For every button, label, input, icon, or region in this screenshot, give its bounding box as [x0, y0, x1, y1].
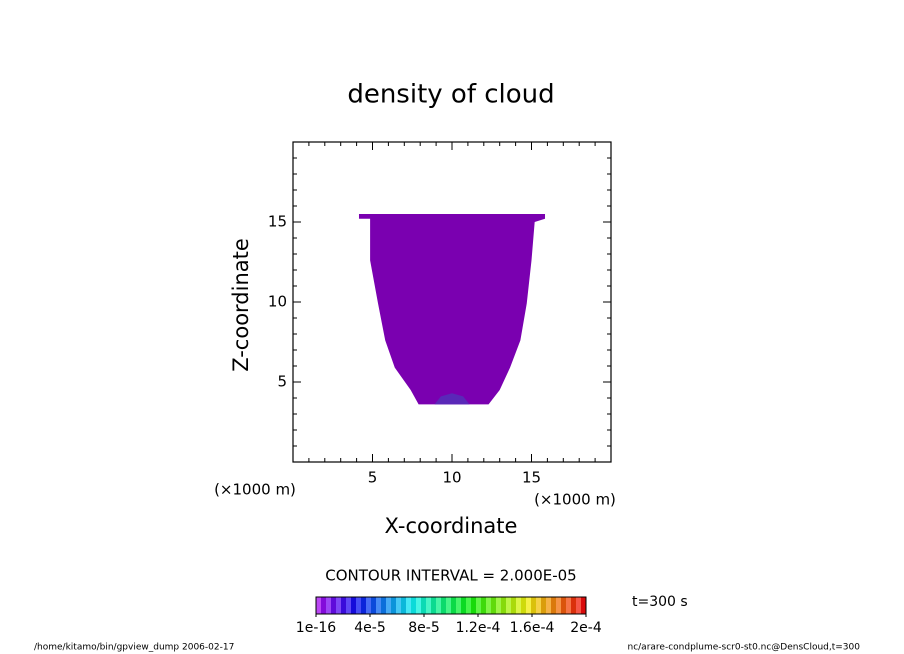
colorbar-swatch	[321, 597, 327, 614]
y-tick-label: 5	[277, 373, 287, 391]
colorbar-swatch	[496, 597, 502, 614]
colorbar-swatch	[366, 597, 372, 614]
footer-right: nc/arare-condplume-scr0-st0.nc@DensCloud…	[628, 643, 861, 653]
colorbar-swatch	[451, 597, 457, 614]
contour-region	[434, 393, 470, 405]
x-unit-label: (×1000 m)	[534, 491, 616, 509]
colorbar-swatch	[441, 597, 447, 614]
colorbar-swatch	[396, 597, 402, 614]
colorbar-swatch	[476, 597, 482, 614]
x-axis-label: X-coordinate	[385, 514, 518, 538]
y-tick-label: 10	[268, 293, 287, 311]
colorbar-swatch	[506, 597, 512, 614]
colorbar-swatch	[421, 597, 427, 614]
colorbar-swatch	[516, 597, 522, 614]
footer-left: /home/kitamo/bin/gpview_dump 2006-02-17	[34, 643, 234, 653]
chart-title: density of cloud	[347, 80, 554, 110]
colorbar-swatch	[331, 597, 337, 614]
colorbar-swatch	[371, 597, 377, 614]
colorbar-swatch	[526, 597, 532, 614]
colorbar-tick-label: 2e-4	[570, 620, 602, 636]
colorbar-swatch	[426, 597, 432, 614]
colorbar-swatch	[436, 597, 442, 614]
colorbar-swatch	[446, 597, 452, 614]
colorbar-tick-label: 8e-5	[408, 620, 439, 636]
colorbar-swatch	[356, 597, 362, 614]
colorbar-swatch	[481, 597, 487, 614]
x-tick-label: 10	[442, 469, 461, 487]
colorbar-swatch	[456, 597, 462, 614]
colorbar-tick-label: 1.6e-4	[510, 620, 555, 636]
colorbar-swatch	[316, 597, 322, 614]
colorbar-swatch	[381, 597, 387, 614]
x-tick-label: 5	[368, 469, 378, 487]
colorbar-swatch	[341, 597, 347, 614]
colorbar-swatch	[576, 597, 582, 614]
colorbar-swatch	[376, 597, 382, 614]
colorbar-swatch	[571, 597, 577, 614]
colorbar-frame	[315, 596, 587, 615]
colorbar-swatch	[566, 597, 572, 614]
y-axis-label: Z-coordinate	[229, 238, 253, 372]
colorbar-swatch	[346, 597, 352, 614]
colorbar-swatch	[461, 597, 467, 614]
colorbar-swatch	[406, 597, 412, 614]
colorbar-swatch	[336, 597, 342, 614]
colorbar-swatch	[386, 597, 392, 614]
colorbar-swatch	[401, 597, 407, 614]
colorbar-swatch	[556, 597, 562, 614]
x-tick-label: 15	[522, 469, 541, 487]
colorbar-swatch	[326, 597, 332, 614]
y-unit-label: (×1000 m)	[214, 481, 296, 499]
colorbar-swatch	[491, 597, 497, 614]
colorbar-swatch	[466, 597, 472, 614]
colorbar-swatch	[581, 597, 587, 614]
colorbar-tick-label: 1e-16	[296, 620, 336, 636]
colorbar-swatch	[561, 597, 567, 614]
colorbar-swatch	[551, 597, 557, 614]
colorbar-swatch	[486, 597, 492, 614]
contour-interval: CONTOUR INTERVAL = 2.000E-05	[325, 567, 576, 585]
colorbar-tick-label: 1.2e-4	[456, 620, 501, 636]
colorbar-swatch	[431, 597, 437, 614]
colorbar-swatch	[391, 597, 397, 614]
colorbar-tick-label: 4e-5	[354, 620, 385, 636]
y-tick-label: 15	[268, 213, 287, 231]
colorbar-swatch	[511, 597, 517, 614]
time-label: t=300 s	[632, 594, 688, 610]
colorbar-swatch	[501, 597, 507, 614]
colorbar-swatch	[471, 597, 477, 614]
colorbar-swatch	[351, 597, 357, 614]
contour-region	[358, 214, 546, 405]
colorbar-swatch	[531, 597, 537, 614]
colorbar-swatch	[536, 597, 542, 614]
colorbar-swatch	[541, 597, 547, 614]
colorbar-swatch	[361, 597, 367, 614]
colorbar-swatch	[411, 597, 417, 614]
colorbar-swatch	[521, 597, 527, 614]
colorbar-swatch	[416, 597, 422, 614]
colorbar-swatch	[546, 597, 552, 614]
